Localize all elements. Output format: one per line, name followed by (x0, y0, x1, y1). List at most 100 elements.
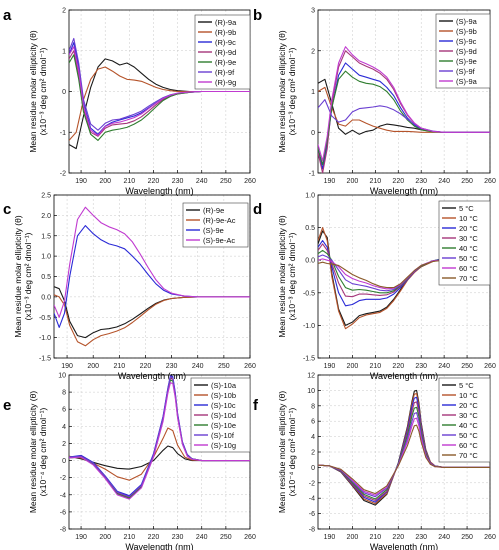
x-tick-label: 220 (148, 178, 160, 185)
x-tick-label: 220 (392, 363, 404, 370)
legend-label: (S)-10d (211, 411, 236, 420)
legend-label: (S)-9f (456, 67, 476, 76)
x-tick-label: 240 (438, 534, 450, 541)
y-tick-label: 2.5 (41, 193, 51, 200)
panel-label: c (3, 201, 11, 218)
series-lines (69, 37, 250, 150)
series-line-6 (318, 46, 490, 162)
legend-label: (S)-9d (456, 47, 477, 56)
x-tick-label: 190 (75, 178, 87, 185)
x-tick-label: 250 (218, 363, 230, 370)
y-tick-label: -6 (60, 509, 66, 516)
y-axis-title-line2: (x10⁻³ deg cm² dmol⁻¹) (287, 47, 297, 135)
legend-label: 10 °C (459, 391, 478, 400)
legend-label: 60 °C (459, 264, 478, 273)
legend-label: (S)-9e (456, 57, 477, 66)
y-tick-label: -2 (309, 480, 315, 487)
y-axis-title: Mean residue molar ellipticity (θ)(x10⁻³… (277, 215, 297, 338)
y-tick-label: 0.0 (305, 258, 315, 265)
y-axis-title-line1: Mean residue molar ellipticity (θ) (13, 215, 23, 338)
x-tick-label: 210 (369, 178, 381, 185)
legend-label: (S)-10a (211, 381, 237, 390)
y-tick-label: 0.0 (41, 294, 51, 301)
y-tick-label: 2 (62, 8, 66, 15)
y-tick-label: 10 (58, 373, 66, 380)
series-line-1 (54, 294, 250, 347)
x-tick-label: 260 (244, 178, 256, 185)
legend-label: (S)-10f (211, 431, 235, 440)
legend-label: (S)-10e (211, 421, 236, 430)
legend-label: (S)-9a (456, 17, 478, 26)
x-tick-label: 230 (415, 178, 427, 185)
series-line-0 (54, 286, 250, 339)
y-tick-label: -2 (60, 171, 66, 178)
legend-label: 20 °C (459, 401, 478, 410)
legend-label: (R)-9f (215, 68, 235, 77)
legend: 5 °C10 °C20 °C30 °C40 °C50 °C60 °C70 °C (438, 200, 491, 286)
y-tick-label: -8 (309, 527, 315, 534)
y-axis-title-line1: Mean residue molar ellipticity (θ) (277, 215, 287, 338)
y-axis-title-line2: (x10⁻⁴ deg cm² dmol⁻¹) (38, 408, 48, 497)
x-tick-label: 250 (461, 178, 473, 185)
legend-label: (S)-9a (456, 77, 478, 86)
legend-label: (R)-9c (215, 38, 236, 47)
y-tick-label: -1.0 (39, 335, 51, 342)
x-tick-label: 190 (61, 363, 73, 370)
x-axis-title: Wavelength (nm) (118, 371, 186, 381)
x-tick-label: 220 (392, 534, 404, 541)
y-tick-label: -1.5 (39, 356, 51, 363)
panel-d: d 190 200 210 220 230 240 250 260 -1.5 -1.0 -0.5 0.0… (253, 193, 496, 382)
x-tick-label: 240 (438, 363, 450, 370)
x-tick-label: 250 (461, 534, 473, 541)
y-tick-label: -6 (309, 511, 315, 518)
y-axis-title-line1: Mean residue molar ellipticity (θ) (28, 30, 38, 153)
y-tick-label: 0 (311, 130, 315, 137)
legend-label: 5 °C (459, 204, 474, 213)
panel-label: a (3, 7, 12, 24)
legend-label: 70 °C (459, 274, 478, 283)
x-tick-label: 240 (438, 178, 450, 185)
x-tick-label: 190 (324, 363, 336, 370)
series-lines (54, 206, 250, 347)
panel-c: c 190 200 210 220 230 240 250 260 -1.5 -1.0 -0.5 0.0… (3, 193, 256, 382)
y-tick-label: 2 (62, 441, 66, 448)
y-tick-label: -0.5 (303, 290, 315, 297)
x-axis-title: Wavelength (nm) (370, 542, 438, 550)
panel-label: e (3, 397, 11, 414)
x-axis-title: Wavelength (nm) (125, 542, 193, 550)
y-tick-label: 10 (307, 388, 315, 395)
y-tick-label: -1 (309, 171, 315, 178)
legend-label: 60 °C (459, 441, 478, 450)
x-tick-label: 200 (347, 178, 359, 185)
legend-label: (R)-9b (215, 28, 236, 37)
x-tick-label: 260 (244, 363, 256, 370)
y-tick-label: 1 (311, 89, 315, 96)
panel-label: f (253, 397, 259, 414)
y-tick-label: 1.0 (41, 254, 51, 261)
x-tick-label: 200 (87, 363, 99, 370)
legend-box (438, 377, 491, 463)
x-tick-label: 220 (392, 178, 404, 185)
y-tick-label: 8 (62, 390, 66, 397)
x-tick-label: 250 (461, 363, 473, 370)
x-tick-label: 240 (196, 534, 208, 541)
x-tick-label: 230 (172, 178, 184, 185)
y-tick-label: 6 (311, 419, 315, 426)
y-axis-title: Mean residue molar ellipticity (θ)(x10⁻³… (28, 30, 48, 153)
legend: (R)-9a(R)-9b(R)-9c(R)-9d(R)-9e(R)-9f(R)-… (194, 14, 251, 90)
y-axis-title-line2: (x10⁻³ deg cm² dmol⁻¹) (287, 232, 297, 320)
y-tick-label: 0.5 (41, 274, 51, 281)
legend-label: 50 °C (459, 431, 478, 440)
y-axis-title-line2: (x10⁻³ deg cm² dmol⁻¹) (23, 232, 33, 320)
panel-e: e 190 200 210 220 230 240 250 260 -8 -6 -4 -2 0 2 4 6 8 10… (3, 373, 256, 550)
y-tick-label: -8 (60, 527, 66, 534)
y-tick-label: 0 (62, 458, 66, 465)
x-tick-label: 250 (220, 178, 232, 185)
y-tick-label: 4 (311, 434, 315, 441)
series-lines (318, 46, 490, 173)
y-tick-label: 0 (311, 465, 315, 472)
legend-label: (S)-10g (211, 441, 236, 450)
y-axis-title: Mean residue molar ellipticity (θ)(x10⁻³… (277, 30, 297, 153)
x-tick-label: 190 (324, 178, 336, 185)
legend-label: (R)-9e (203, 206, 224, 215)
